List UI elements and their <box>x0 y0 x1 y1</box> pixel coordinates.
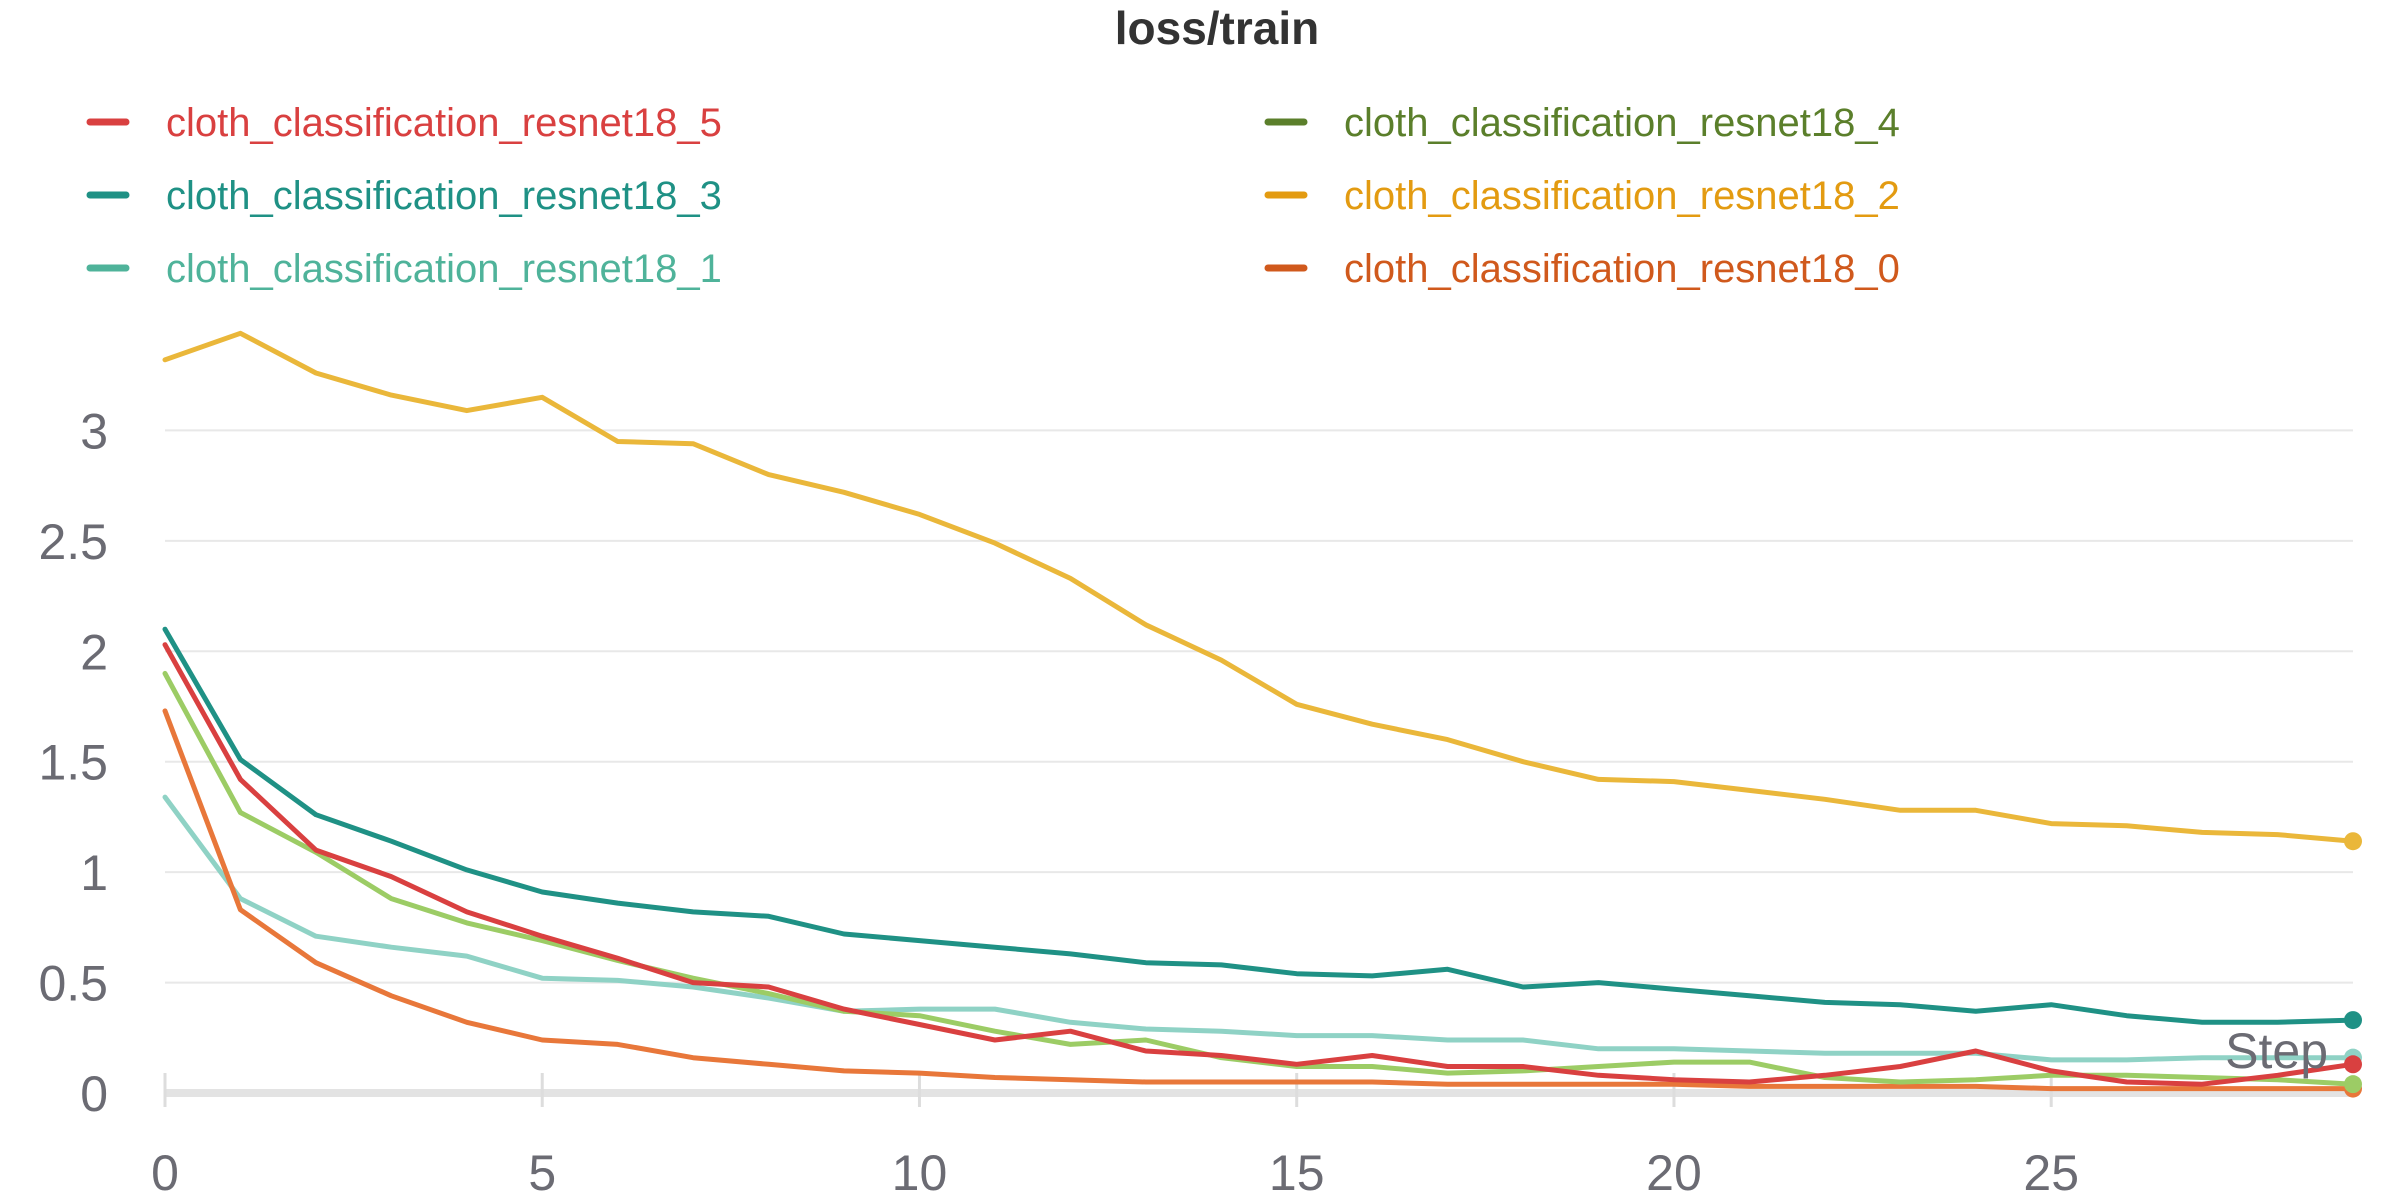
grid <box>165 429 2353 984</box>
legend-item[interactable]: cloth_classification_resnet18_4 <box>1264 101 1900 145</box>
legend: cloth_classification_resnet18_5 cloth_cla… <box>86 101 1900 291</box>
y-tick-label: 0.5 <box>38 956 108 1012</box>
y-tick-label: 1.5 <box>38 735 108 791</box>
legend-item[interactable]: cloth_classification_resnet18_5 <box>86 101 722 145</box>
legend-label: cloth_classification_resnet18_2 <box>1344 174 1900 218</box>
y-tick-label: 3 <box>80 403 108 459</box>
x-tick-label: 5 <box>528 1145 556 1200</box>
series-end-point[interactable] <box>2344 1075 2362 1094</box>
x-tick-label: 25 <box>2023 1145 2079 1200</box>
legend-item[interactable]: cloth_classification_resnet18_3 <box>86 174 722 218</box>
series-line-cloth_classification_resnet18_5[interactable] <box>162 642 2356 1087</box>
legend-label: cloth_classification_resnet18_1 <box>166 247 722 291</box>
x-axis-title: Step <box>2225 1023 2328 1079</box>
legend-label: cloth_classification_resnet18_5 <box>166 101 722 145</box>
series-group <box>162 330 2362 1098</box>
x-tick-label: 20 <box>1646 1145 1702 1200</box>
y-tick-label: 2 <box>80 624 108 680</box>
chart-title: loss/train <box>1115 2 1320 54</box>
series-end-point[interactable] <box>2344 1011 2362 1030</box>
series-end-point[interactable] <box>2344 1055 2362 1074</box>
legend-label: cloth_classification_resnet18_3 <box>166 174 722 218</box>
y-tick-label: 0 <box>80 1066 108 1122</box>
x-tick-label: 0 <box>151 1145 179 1200</box>
legend-item[interactable]: cloth_classification_resnet18_2 <box>1264 174 1900 218</box>
legend-label: cloth_classification_resnet18_0 <box>1344 247 1900 291</box>
series-line-cloth_classification_resnet18_2[interactable] <box>162 330 2356 844</box>
legend-item[interactable]: cloth_classification_resnet18_0 <box>1264 247 1900 291</box>
series-line-cloth_classification_resnet18_0[interactable] <box>162 708 2356 1092</box>
series-end-point[interactable] <box>2344 832 2362 851</box>
y-tick-label: 1 <box>80 845 108 901</box>
legend-label: cloth_classification_resnet18_4 <box>1344 101 1900 145</box>
axes: 0 0.5 1 1.5 2 2.5 3 0 5 10 15 20 25 <box>38 403 2353 1200</box>
legend-item[interactable]: cloth_classification_resnet18_1 <box>86 247 722 291</box>
y-tick-label: 2.5 <box>38 514 108 570</box>
x-tick-label: 15 <box>1269 1145 1325 1200</box>
series-line-cloth_classification_resnet18_3[interactable] <box>162 626 2356 1025</box>
x-tick-label: 10 <box>892 1145 948 1200</box>
